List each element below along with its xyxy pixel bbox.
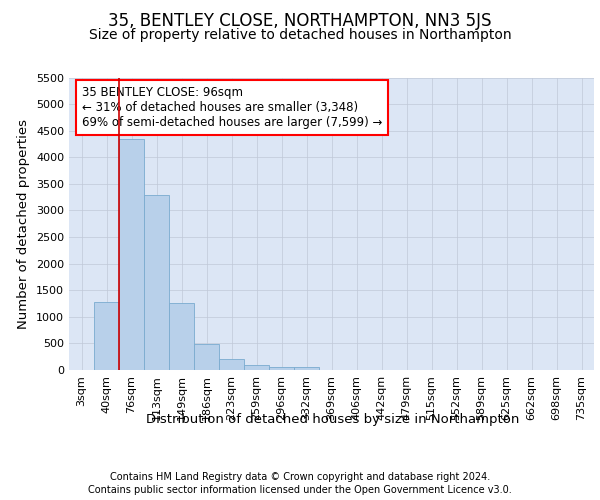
Text: 35, BENTLEY CLOSE, NORTHAMPTON, NN3 5JS: 35, BENTLEY CLOSE, NORTHAMPTON, NN3 5JS — [108, 12, 492, 30]
Text: Contains public sector information licensed under the Open Government Licence v3: Contains public sector information licen… — [88, 485, 512, 495]
Bar — [119, 138, 144, 370]
Bar — [219, 358, 244, 370]
Bar — [169, 303, 194, 370]
Bar — [294, 367, 319, 370]
Bar — [144, 194, 169, 370]
Text: 35 BENTLEY CLOSE: 96sqm
← 31% of detached houses are smaller (3,348)
69% of semi: 35 BENTLEY CLOSE: 96sqm ← 31% of detache… — [82, 86, 383, 130]
Y-axis label: Number of detached properties: Number of detached properties — [17, 118, 31, 329]
Text: Contains HM Land Registry data © Crown copyright and database right 2024.: Contains HM Land Registry data © Crown c… — [110, 472, 490, 482]
Bar — [194, 344, 219, 370]
Text: Distribution of detached houses by size in Northampton: Distribution of detached houses by size … — [146, 412, 520, 426]
Bar — [269, 366, 294, 370]
Bar — [94, 302, 119, 370]
Bar — [244, 365, 269, 370]
Text: Size of property relative to detached houses in Northampton: Size of property relative to detached ho… — [89, 28, 511, 42]
